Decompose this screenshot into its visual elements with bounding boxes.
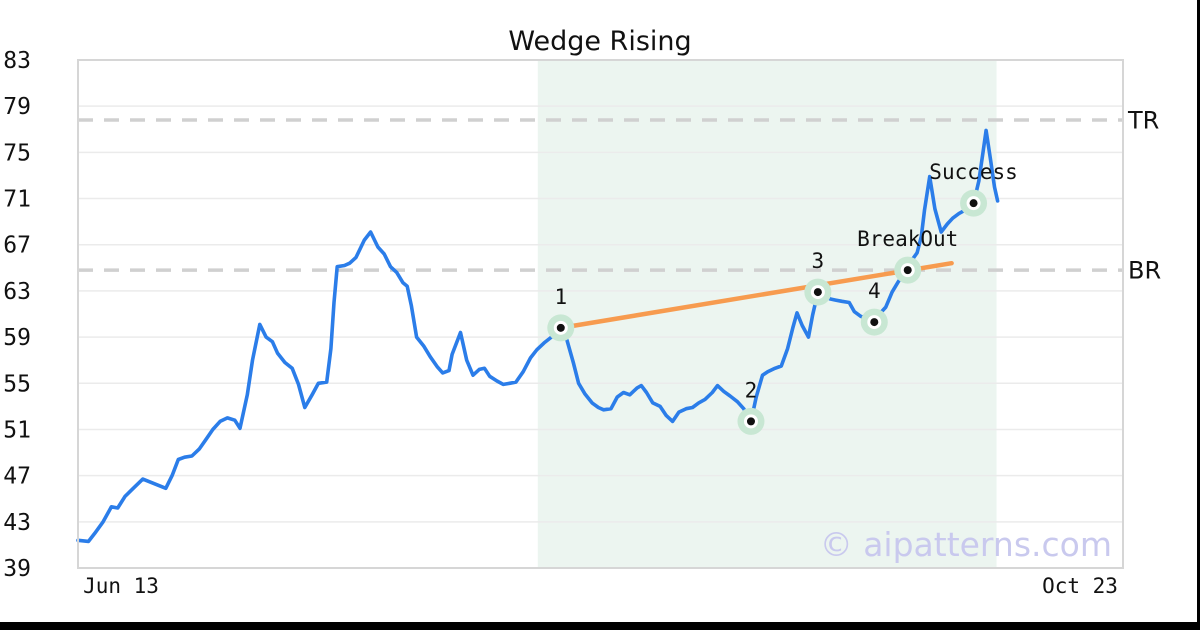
pattern-point-label: BreakOut: [857, 227, 958, 251]
pattern-point-label: 3: [812, 249, 825, 273]
y-tick-label: 39: [3, 556, 31, 582]
pattern-point-label: 2: [745, 378, 758, 402]
pattern-point-dot: [969, 199, 978, 208]
pattern-zone: [537, 60, 997, 568]
pattern-point-label: 4: [868, 279, 881, 303]
pattern-point-dot: [903, 266, 912, 275]
y-tick-label: 43: [3, 510, 31, 536]
watermark: © aipatterns.com: [820, 525, 1112, 564]
annotation-layer: TR BR 1 2 3 4 BreakOut Success: [554, 107, 1161, 403]
trendline-layer: [558, 260, 954, 331]
level-label-br: BR: [1128, 257, 1161, 285]
plot-border: [77, 59, 1124, 569]
y-tick-label: 47: [3, 464, 31, 490]
y-tick-label: 63: [3, 279, 31, 305]
y-tick-label: 51: [3, 417, 31, 443]
wedge-trendline: [558, 260, 954, 331]
pattern-point-dot: [746, 417, 755, 426]
zone-layer: [537, 60, 997, 568]
y-tick-label: 55: [3, 371, 31, 397]
marker-layer: [547, 189, 988, 435]
frame-bar-right: [1197, 0, 1200, 630]
chart-title: Wedge Rising: [508, 26, 691, 57]
y-tick-label: 75: [3, 140, 31, 166]
y-tick-label: 79: [3, 94, 31, 120]
x-tick-label-left: Jun 13: [83, 574, 159, 598]
x-tick-label-right: Oct 23: [1042, 574, 1118, 598]
y-tick-label: 59: [3, 325, 31, 351]
pattern-point-dot: [556, 323, 565, 332]
y-tick-label: 71: [3, 187, 31, 213]
pattern-point-label: 1: [554, 285, 567, 309]
pattern-point-label: Success: [929, 160, 1018, 184]
y-tick-label: 83: [3, 48, 31, 74]
pattern-point-dot: [870, 318, 879, 327]
frame-bar-bottom: [0, 622, 1200, 630]
level-label-tr: TR: [1127, 107, 1159, 135]
level-layer: [78, 118, 1123, 272]
y-tick-label: 67: [3, 233, 31, 259]
pattern-point-dot: [813, 288, 822, 297]
